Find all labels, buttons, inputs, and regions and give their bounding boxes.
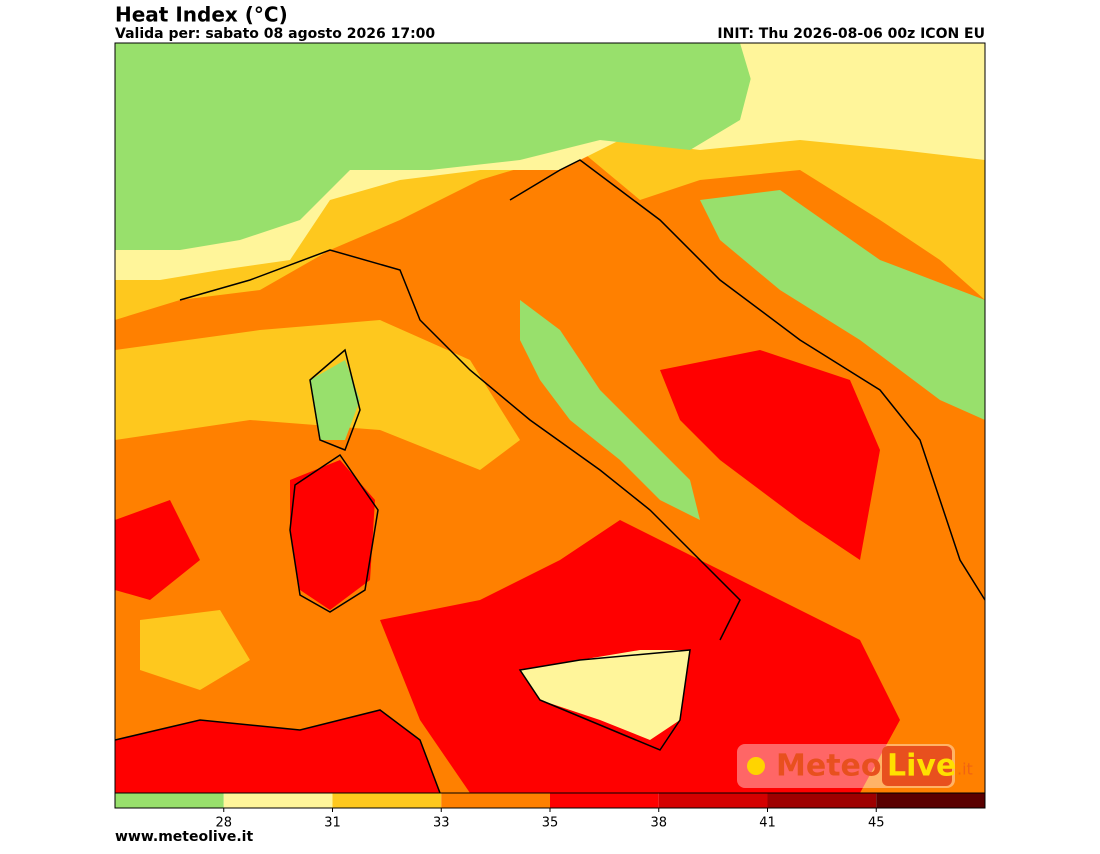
zone bbox=[140, 610, 250, 690]
coastline bbox=[115, 709, 441, 793]
logo-sun bbox=[747, 757, 765, 775]
footer: www.meteolive.it bbox=[115, 829, 253, 845]
zone bbox=[660, 350, 880, 560]
zone bbox=[115, 710, 440, 793]
title: Heat Index (°C) bbox=[115, 3, 288, 27]
colorbar-swatch bbox=[876, 793, 985, 808]
colorbar-tick-label: 35 bbox=[542, 816, 559, 831]
map: Meteo Live .it bbox=[115, 43, 985, 793]
colorbar-swatch bbox=[441, 793, 550, 808]
zone bbox=[520, 650, 690, 740]
colorbar-swatch bbox=[223, 793, 333, 808]
init-info: INIT: Thu 2026-08-06 00z ICON EU bbox=[717, 26, 985, 42]
colorbar-swatch bbox=[767, 793, 877, 808]
colorbar-swatch bbox=[115, 793, 224, 808]
colorbar: 28 31 33 35 38 41 45 bbox=[114, 792, 986, 831]
zone bbox=[520, 300, 700, 520]
colorbar-swatch bbox=[332, 793, 442, 808]
coastline bbox=[518, 649, 691, 751]
logo-meteo: Meteo bbox=[776, 749, 882, 784]
zone bbox=[310, 360, 360, 440]
colorbar-tick-label: 41 bbox=[759, 816, 776, 831]
zone bbox=[740, 43, 985, 150]
coastline bbox=[179, 249, 741, 641]
zone bbox=[115, 43, 760, 250]
zone bbox=[115, 500, 200, 600]
colorbar-swatch bbox=[550, 793, 659, 808]
logo-suffix: .it bbox=[957, 760, 973, 779]
logo-live: Live bbox=[887, 749, 956, 784]
colorbar-swatch bbox=[658, 793, 768, 808]
subtitle: Valida per: sabato 08 agosto 2026 17:00 bbox=[115, 26, 435, 42]
zone bbox=[290, 460, 375, 610]
zone bbox=[700, 190, 985, 420]
colorbar-tick-label: 31 bbox=[324, 816, 341, 831]
logo-live-box bbox=[882, 746, 952, 786]
colorbar-tick-label: 45 bbox=[868, 816, 885, 831]
coastline bbox=[509, 159, 985, 601]
colorbar-tick-label: 33 bbox=[433, 816, 450, 831]
colorbar-tick-label: 28 bbox=[215, 816, 232, 831]
colorbar-tick-label: 38 bbox=[650, 816, 667, 831]
logo: Meteo Live .it bbox=[737, 744, 973, 788]
coastline bbox=[289, 348, 379, 613]
